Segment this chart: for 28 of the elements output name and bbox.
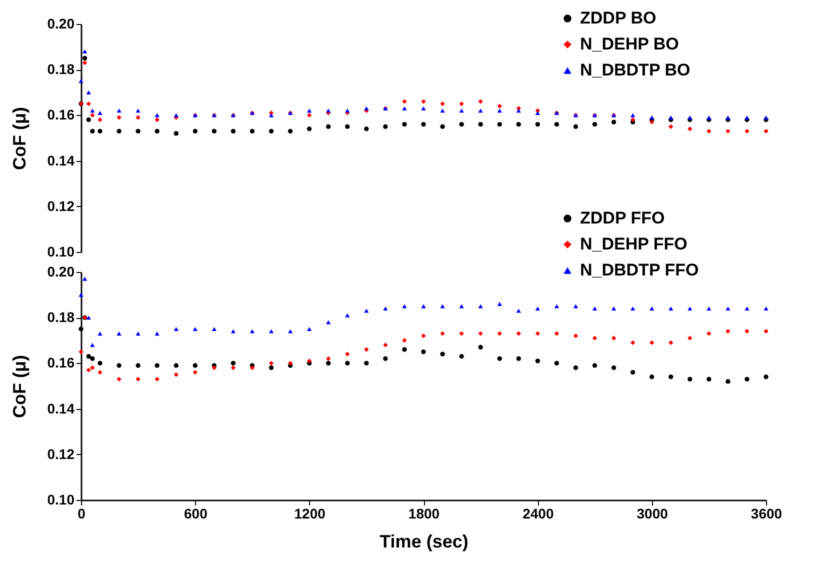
y-tick-label: 0.18 bbox=[47, 309, 75, 326]
legend-label: N_DBDTP FFO bbox=[580, 260, 699, 280]
legend-label: ZDDP BO bbox=[580, 8, 656, 28]
legend-label: N_DBDTP BO bbox=[580, 60, 690, 80]
y-tick-label: 0.14 bbox=[47, 152, 75, 168]
x-tick-label: 3000 bbox=[636, 506, 668, 522]
legend-label: N_DEHP BO bbox=[580, 34, 679, 54]
legend-label: ZDDP FFO bbox=[580, 208, 665, 228]
x-tick-label: 3600 bbox=[750, 506, 782, 522]
y-tick-label: 0.18 bbox=[47, 61, 75, 78]
y-tick-label: 0.10 bbox=[47, 244, 75, 260]
y-tick-label: 0.20 bbox=[47, 16, 75, 32]
y-tick-label: 0.16 bbox=[47, 354, 75, 371]
y-tick-label: 0.20 bbox=[47, 264, 75, 280]
x-axis-title: Time (sec) bbox=[380, 532, 468, 552]
x-tick-label: 1800 bbox=[408, 506, 440, 522]
x-tick-label: 600 bbox=[184, 506, 208, 522]
y-tick-label: 0.16 bbox=[47, 106, 75, 123]
y-tick-label: 0.12 bbox=[47, 198, 75, 214]
y-axis-title: CoF (μ) bbox=[9, 107, 30, 170]
legend-label: N_DEHP FFO bbox=[580, 234, 688, 254]
y-tick-label: 0.14 bbox=[47, 400, 75, 416]
y-tick-label: 0.12 bbox=[47, 446, 75, 462]
y-axis-title: CoF (μ) bbox=[9, 355, 30, 418]
x-tick-label: 1200 bbox=[294, 506, 326, 522]
x-tick-label: 0 bbox=[78, 506, 86, 522]
y-tick-label: 0.10 bbox=[47, 492, 75, 508]
x-tick-label: 2400 bbox=[522, 506, 554, 522]
